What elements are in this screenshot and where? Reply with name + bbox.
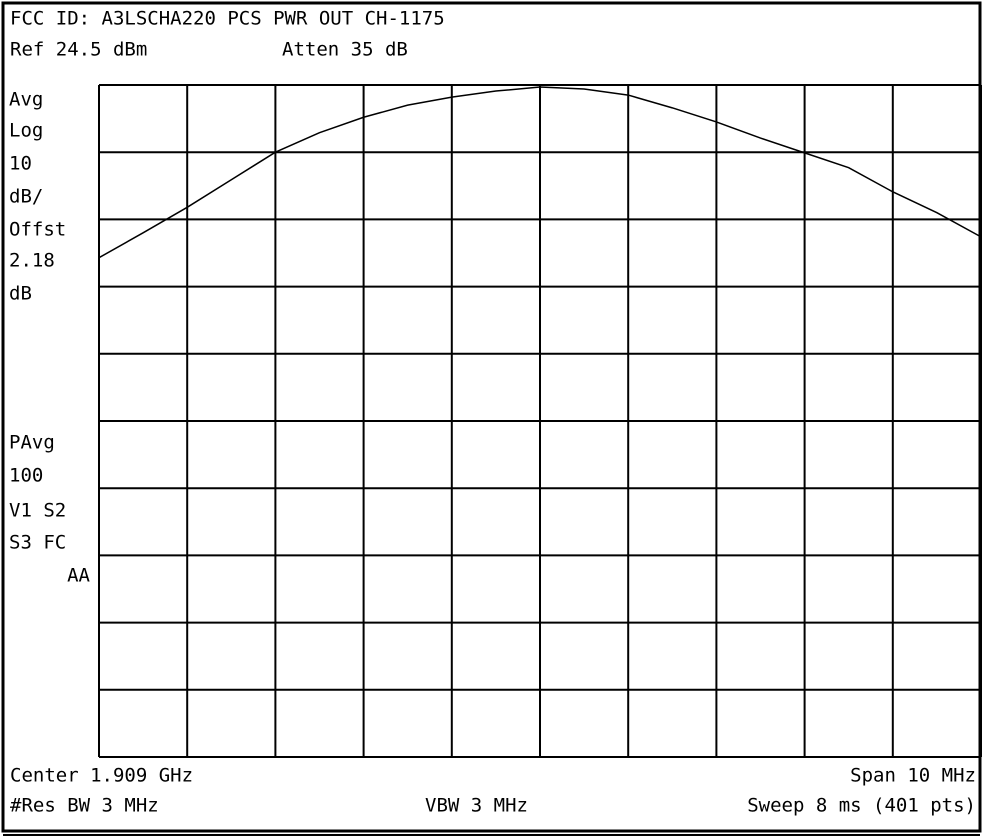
side-label: S3 FC [9,532,66,554]
sweep: Sweep 8 ms (401 pts) [747,795,976,817]
side-label: 10 [9,153,32,175]
side-label: Offst [9,219,66,241]
side-label: PAvg [9,432,55,454]
side-label: dB [9,283,32,305]
side-label: Avg [9,89,43,111]
side-label: dB/ [9,186,43,208]
side-label: 100 [9,465,43,487]
side-label: V1 S2 [9,500,66,522]
attenuation: Atten 35 dB [282,39,408,61]
side-label: AA [67,565,90,587]
vbw: VBW 3 MHz [425,795,528,817]
title: FCC ID: A3LSCHA220 PCS PWR OUT CH-1175 [10,8,445,30]
res-bw: #Res BW 3 MHz [10,795,159,817]
span: Span 10 MHz [850,765,976,787]
trace [98,86,982,259]
ref-level: Ref 24.5 dBm [10,39,147,61]
side-label: Log [9,120,43,142]
side-label: 2.18 [9,250,55,272]
center-frequency: Center 1.909 GHz [10,765,193,787]
